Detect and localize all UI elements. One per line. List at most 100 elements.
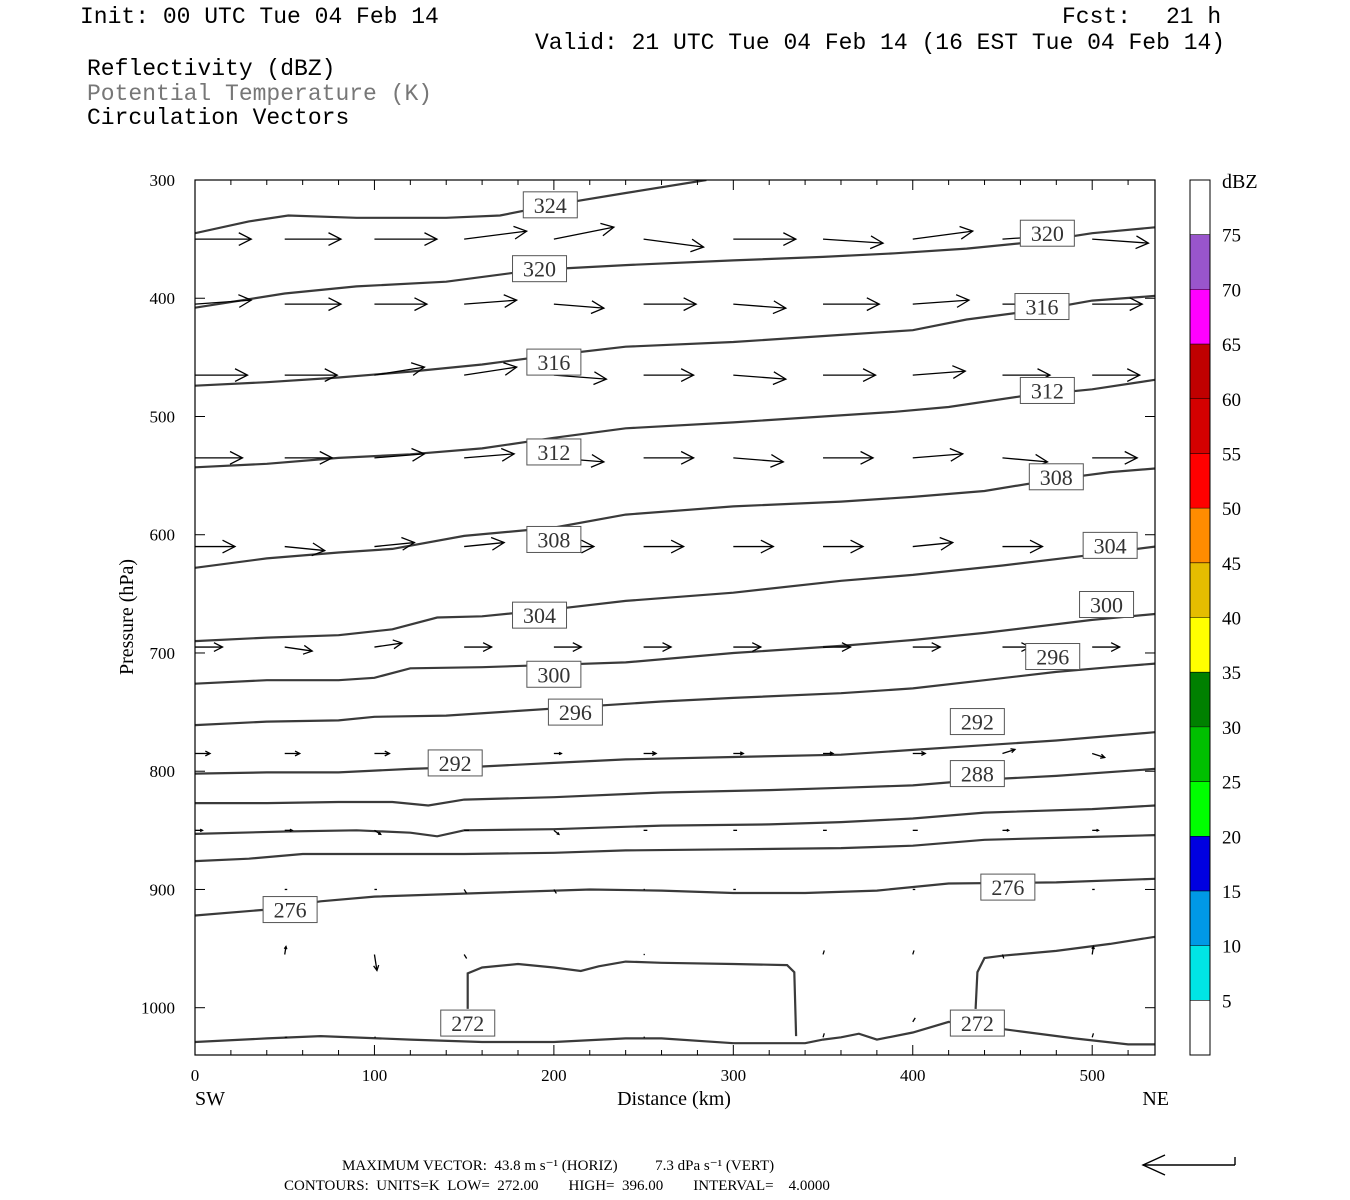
- colorbar-level-label: 45: [1222, 554, 1241, 575]
- y-tick-label: 700: [150, 644, 176, 663]
- reference-vector: [1141, 1154, 1236, 1176]
- colorbar-swatch: [1190, 726, 1210, 782]
- contour-label-312: 312: [1031, 378, 1064, 403]
- forecast-label: Fcst:: [1062, 4, 1132, 30]
- colorbar-level-label: 55: [1222, 444, 1241, 465]
- y-tick-label: 300: [150, 171, 176, 190]
- circulation-vector: [463, 889, 468, 894]
- theta-contour-288-17: [195, 767, 1155, 807]
- colorbar-swatch: [1190, 617, 1210, 673]
- circulation-vector: [1091, 1033, 1095, 1038]
- circulation-vector: [912, 536, 955, 551]
- colorbar-level-label: 20: [1222, 827, 1241, 848]
- colorbar-swatch: [1190, 1000, 1210, 1055]
- theta-contour-308-7: [195, 467, 1155, 569]
- circulation-vector: [733, 300, 788, 315]
- circulation-vector: [195, 368, 249, 383]
- colorbar-level-label: 35: [1222, 663, 1241, 684]
- circulation-vector: [374, 447, 426, 462]
- circulation-vector: [643, 750, 658, 757]
- contour-label-316: 316: [537, 350, 570, 375]
- circulation-vector: [822, 235, 885, 250]
- circulation-vector: [553, 642, 583, 653]
- circulation-vector: [822, 950, 825, 955]
- contour-labels: 324 320 320 316 316 312 312 308 308 304 304 300 300 2…: [262, 191, 1138, 1037]
- colorbar-swatch: [1190, 289, 1210, 345]
- contour-label-box: [522, 191, 578, 219]
- colorbar-level-label: 75: [1222, 226, 1241, 247]
- colorbar-swatch: [1190, 890, 1210, 946]
- contour-label-box: [512, 255, 568, 283]
- colorbar-swatch: [1190, 234, 1210, 290]
- circulation-vector: [284, 368, 339, 383]
- circulation-vector: [1092, 235, 1150, 250]
- contour-info-note: CONTOURS: UNITS=K LOW= 272.00 HIGH= 396.…: [284, 1178, 830, 1194]
- colorbar-swatch: [1190, 508, 1210, 563]
- circulation-vector: [284, 750, 302, 757]
- circulation-vector: [823, 450, 875, 465]
- circulation-vector: [284, 644, 314, 655]
- x-tick-label: 300: [721, 1066, 747, 1085]
- theta-contour-296-13: [195, 662, 1155, 727]
- y-tick-label: 600: [150, 526, 176, 545]
- colorbar-level-label: 25: [1222, 773, 1241, 794]
- circulation-vector: [1092, 642, 1122, 653]
- circulation-vector: [823, 368, 877, 383]
- theta-contour-316-3: [195, 294, 1155, 387]
- circulation-vector: [374, 750, 391, 757]
- x-tick-label: 500: [1079, 1066, 1105, 1085]
- colorbar-level-label: 65: [1222, 335, 1241, 356]
- circulation-vector: [823, 751, 835, 756]
- colorbar-level-label: 15: [1222, 882, 1241, 903]
- x-tick-label: 200: [541, 1066, 567, 1085]
- colorbar-title: dBZ: [1222, 171, 1258, 193]
- x-end-label-left: SW: [195, 1088, 225, 1110]
- forecast-hour: 21 h: [1166, 4, 1222, 30]
- circulation-vector: [733, 642, 763, 653]
- y-tick-label: 500: [150, 407, 176, 426]
- contour-label-box: [1014, 293, 1070, 321]
- contour-label-300: 300: [537, 662, 570, 687]
- circulation-vector: [1092, 828, 1100, 832]
- theta-contour-300-11: [195, 612, 1155, 685]
- circulation-vector: [373, 954, 380, 972]
- theta-contour-304-9: [195, 545, 1155, 643]
- colorbar-level-label: 50: [1222, 499, 1241, 520]
- contour-label-box: [1019, 376, 1075, 404]
- axes: 0 100 200 300 400 500 300 400 500 600 700 800 900 100…: [141, 171, 1155, 1085]
- circulation-vector: [553, 751, 563, 756]
- theta-contour-280-19: [195, 834, 1155, 863]
- contour-label-box: [1028, 463, 1084, 491]
- circulation-vector: [195, 828, 204, 833]
- circulation-vector: [464, 642, 494, 653]
- colorbar-swatch: [1190, 781, 1210, 837]
- contour-label-box: [526, 525, 582, 553]
- x-tick-label: 0: [191, 1066, 200, 1085]
- contour-label-308: 308: [1040, 465, 1073, 490]
- contour-label-box: [526, 438, 582, 466]
- contour-label-292: 292: [961, 710, 994, 735]
- colorbar-swatch: [1190, 398, 1210, 454]
- theta-contour-292-15: [195, 731, 1155, 775]
- contour-label-box: [262, 896, 318, 924]
- contour-label-box: [1025, 643, 1081, 671]
- circulation-vector: [374, 536, 416, 551]
- circulation-vector: [912, 750, 927, 757]
- contour-label-box: [980, 873, 1036, 901]
- circulation-vector: [643, 368, 696, 383]
- theta-contour-284-18: [195, 804, 1155, 838]
- colorbar-swatch: [1190, 344, 1210, 399]
- circulation-vector: [1092, 368, 1142, 383]
- circulation-vector: [733, 539, 775, 554]
- circulation-vector: [823, 297, 881, 312]
- circulation-vector: [464, 225, 529, 240]
- contour-label-324: 324: [534, 193, 567, 218]
- contour-label-box: [949, 708, 1005, 736]
- theta-contour-272-22: [466, 960, 798, 1037]
- circulation-vector: [733, 453, 785, 468]
- circulation-vector: [464, 536, 506, 551]
- contour-label-320: 320: [523, 257, 556, 282]
- contour-label-box: [1082, 531, 1138, 559]
- colorbar-level-label: 40: [1222, 609, 1241, 630]
- circulation-vector: [284, 450, 334, 465]
